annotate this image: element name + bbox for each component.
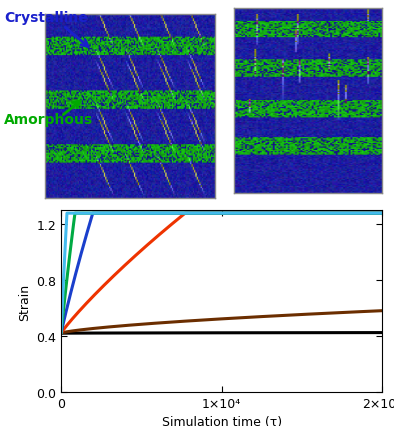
Y-axis label: Strain: Strain (18, 283, 31, 320)
Text: Crystalline: Crystalline (4, 11, 88, 25)
Text: Amorphous: Amorphous (4, 113, 93, 127)
X-axis label: Simulation time (τ): Simulation time (τ) (162, 415, 282, 426)
